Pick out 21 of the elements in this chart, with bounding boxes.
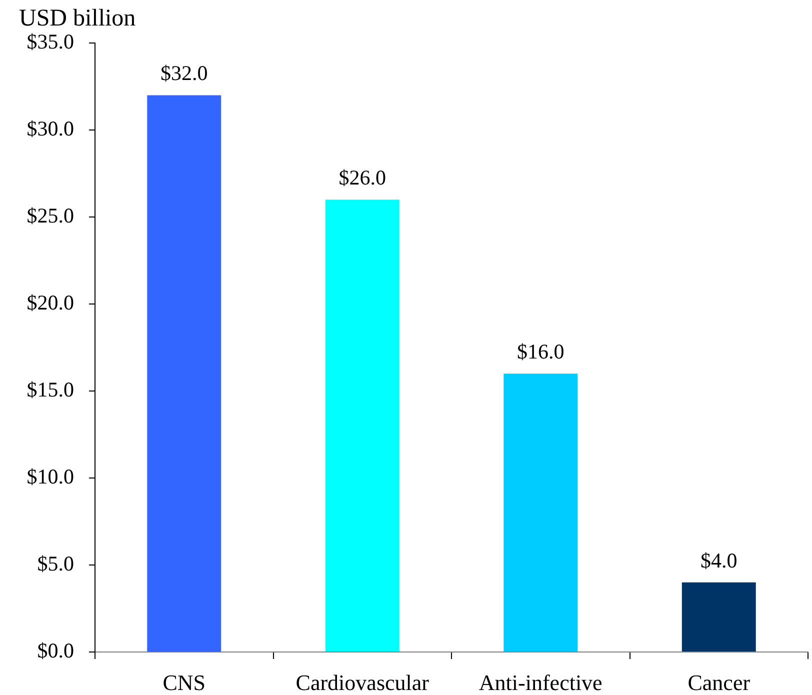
y-tick-label: $10.0 (26, 464, 74, 489)
data-label: $32.0 (160, 61, 208, 86)
y-tick-label: $30.0 (26, 116, 74, 141)
bar (504, 374, 578, 652)
bar (682, 582, 756, 652)
y-tick-label: $5.0 (37, 552, 74, 576)
data-label: $4.0 (700, 548, 738, 572)
y-axis-title: USD billion (19, 5, 136, 32)
data-label: $26.0 (338, 166, 386, 190)
y-tick-label: $20.0 (26, 290, 74, 315)
data-label: $16.0 (517, 340, 564, 364)
x-tick-label: Anti-infective (478, 670, 602, 695)
y-tick-label: $15.0 (26, 378, 74, 402)
x-tick-label: Cancer (688, 670, 751, 695)
y-tick-label: $25.0 (26, 204, 74, 228)
y-tick-label: $0.0 (37, 638, 74, 663)
x-tick-label: Cardiovascular (296, 670, 430, 695)
bar (325, 200, 400, 652)
bar (147, 95, 222, 652)
y-tick-label: $35.0 (26, 30, 74, 54)
x-tick-label: CNS (162, 670, 206, 695)
